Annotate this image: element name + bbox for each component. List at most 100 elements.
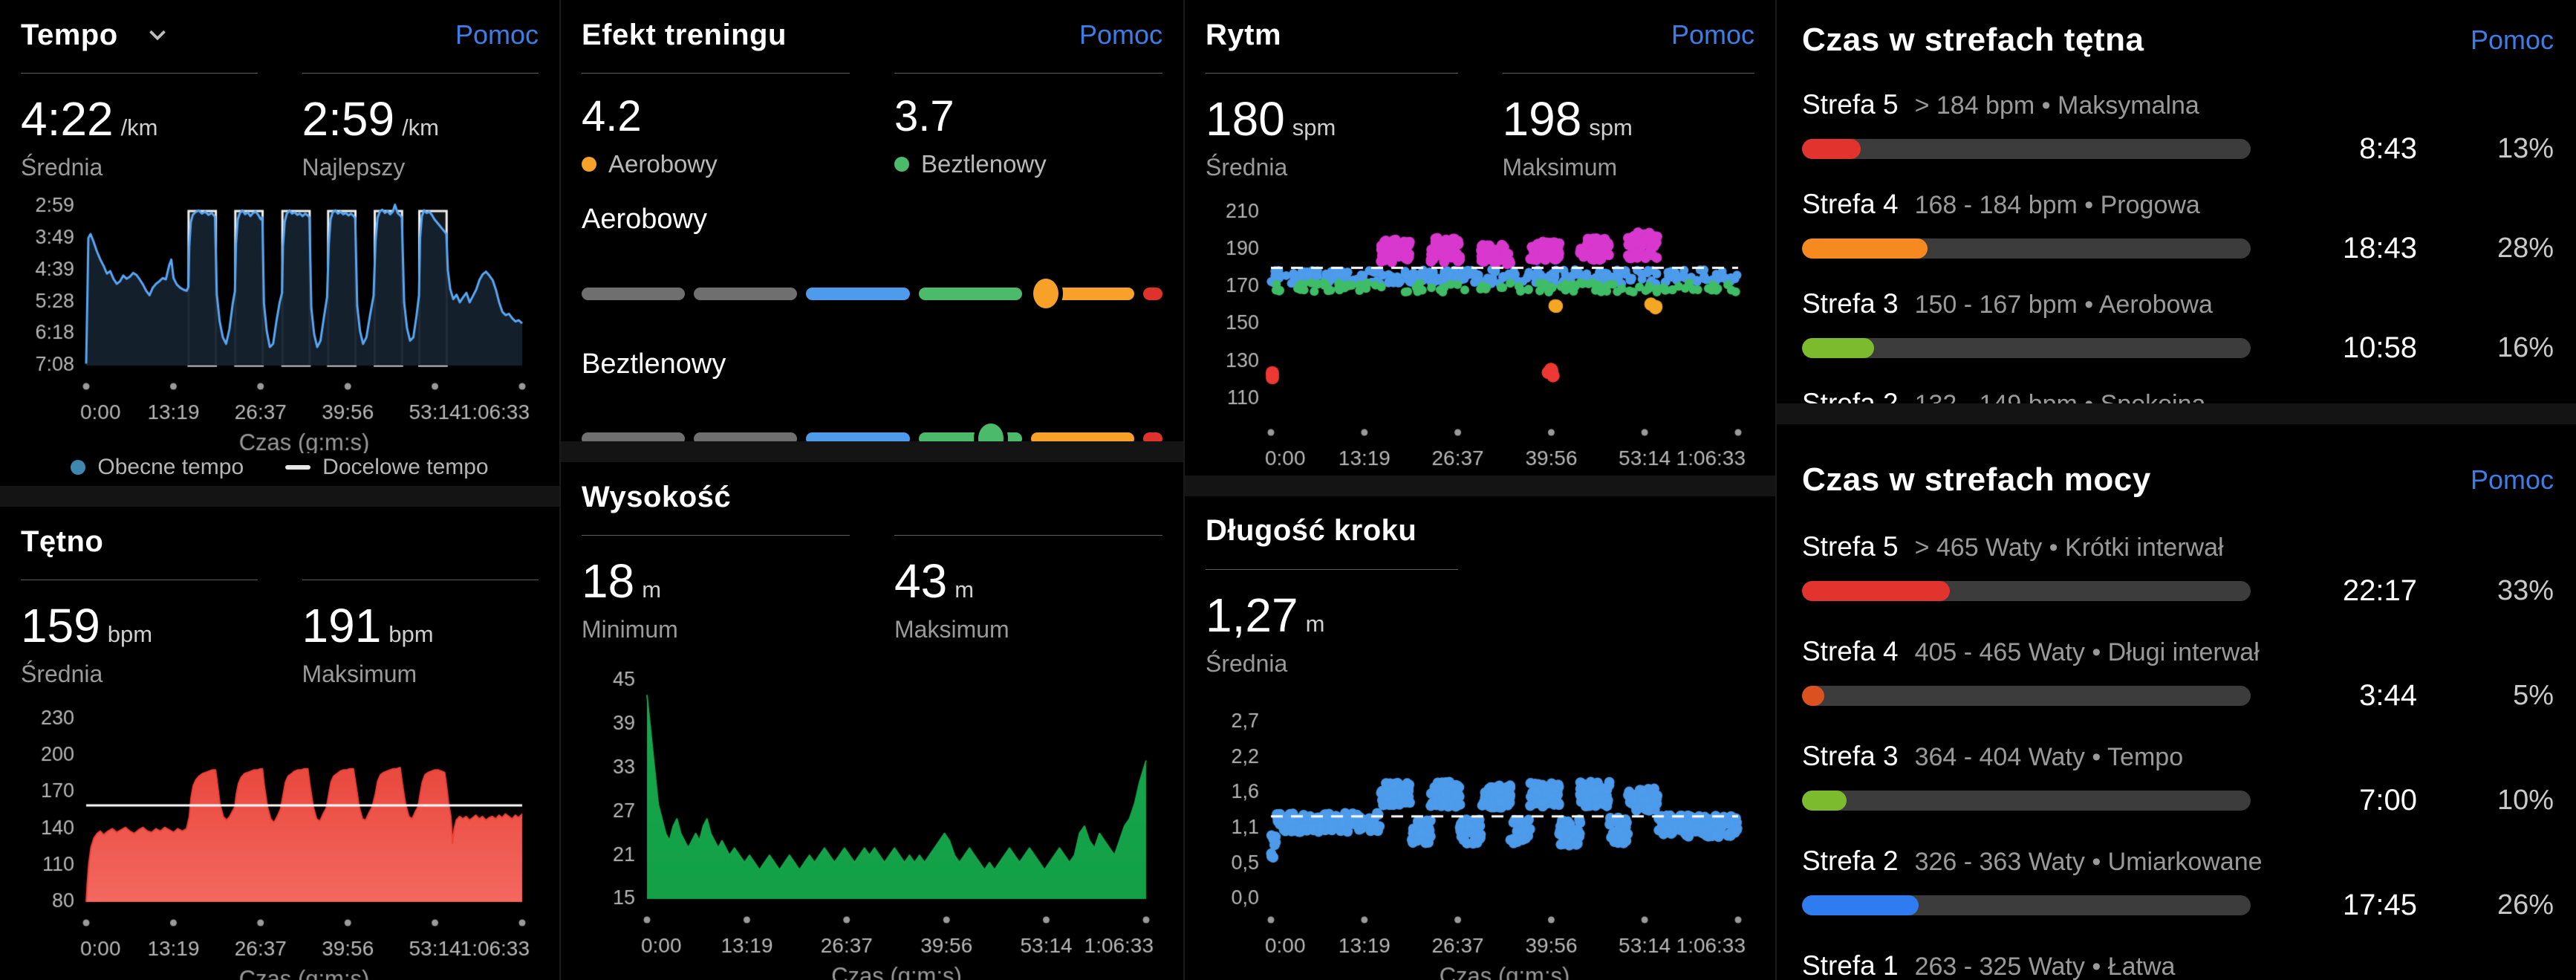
zone-name: Strefa 3	[1802, 288, 1899, 319]
zone-bar-fill	[1802, 580, 1951, 601]
hr-avg-unit: bpm	[107, 621, 153, 648]
anaerobic-scale-track	[582, 419, 1163, 442]
pace-panel-title: Tempo	[21, 18, 118, 51]
zone-name: Strefa 2	[1802, 388, 1899, 403]
pace-best-stat: 2:59/km Najlepszy	[302, 73, 539, 181]
cadence-panel: Rytm Pomoc 180 spm Średnia 198 spm Maksimu…	[1185, 0, 1775, 476]
zone-row: Strefa 3 150 - 167 bpm • Aerobowa 10:58 16%	[1802, 288, 2554, 365]
power-zones-list: Strefa 5 > 465 Waty • Krótki interwał 22:1…	[1802, 531, 2554, 980]
hr-max-unit: bpm	[388, 621, 434, 648]
power-zones-panel: Czas w strefach mocy Pomoc Strefa 5 > 465…	[1777, 424, 2576, 980]
pace-legend: Obecne tempo Docelowe tempo	[21, 455, 539, 480]
zone-time: 22:17	[2342, 574, 2417, 607]
zone-bar-track	[1802, 338, 2251, 358]
zone-percent: 16%	[2497, 332, 2554, 363]
aerobic-scale-section: Aerobowy	[582, 204, 1163, 313]
elevation-min-label: Minimum	[582, 616, 678, 643]
cadence-avg-stat: 180 spm Średnia	[1206, 73, 1458, 181]
cadence-max-stat: 198 spm Maksimum	[1502, 73, 1754, 181]
cadence-max-label: Maksimum	[1502, 154, 1618, 181]
pace-avg-stat: 4:22/km Średnia	[21, 73, 258, 181]
training-effect-help-link[interactable]: Pomoc	[1079, 19, 1162, 50]
power-zones-help-link[interactable]: Pomoc	[2470, 464, 2554, 495]
current-pace-legend-dot	[71, 460, 86, 475]
zone-bar-track	[1802, 895, 2251, 915]
cadence-chart[interactable]	[1206, 190, 1754, 476]
anaerobic-scale-section: Beztlenowy	[582, 348, 1163, 442]
te-scale-segment	[806, 287, 910, 300]
anaerobic-label: Beztlenowy	[921, 150, 1047, 178]
zone-time: 3:44	[2359, 678, 2417, 712]
stride-avg-stat: 1,27 m Średnia	[1206, 568, 1458, 678]
heart-rate-panel-title: Tętno	[21, 525, 104, 558]
hr-zones-help-link[interactable]: Pomoc	[2470, 25, 2554, 55]
cadence-help-link[interactable]: Pomoc	[1671, 19, 1754, 50]
te-scale-max-cap	[1143, 287, 1163, 300]
zone-range: > 184 bpm • Maksymalna	[1914, 91, 2199, 120]
training-effect-panel: Efekt treningu Pomoc 4.2 Aerobowy 3.7 Be…	[561, 0, 1183, 442]
pace-best-value: 2:59	[302, 92, 395, 146]
zone-row: Strefa 4 405 - 465 Waty • Długi interwał 3…	[1802, 636, 2554, 713]
chevron-down-icon[interactable]	[143, 21, 172, 49]
zone-percent: 26%	[2497, 889, 2554, 921]
elevation-max-stat: 43 m Maksimum	[894, 535, 1162, 643]
zone-row: Strefa 2 326 - 363 Waty • Umiarkowane 17:4…	[1802, 846, 2554, 922]
hr-avg-value: 159	[21, 599, 100, 653]
heart-rate-chart[interactable]	[21, 698, 539, 980]
te-scale-segment	[918, 287, 1022, 300]
pace-chart[interactable]	[21, 192, 539, 453]
cadence-max-value: 198	[1502, 92, 1582, 146]
zone-percent: 5%	[2513, 679, 2554, 711]
pace-best-unit: /km	[402, 114, 439, 140]
hr-max-value: 191	[302, 599, 382, 653]
cadence-max-unit: spm	[1589, 114, 1633, 140]
pace-help-link[interactable]: Pomoc	[455, 19, 539, 50]
zone-range: > 465 Waty • Krótki interwał	[1914, 533, 2224, 562]
stride-chart[interactable]	[1206, 687, 1754, 980]
zone-time: 8:43	[2359, 132, 2417, 165]
elevation-max-value: 43	[894, 554, 948, 609]
pace-avg-value: 4:22	[21, 92, 114, 146]
current-pace-legend-label: Obecne tempo	[97, 455, 244, 479]
panel-divider	[0, 486, 559, 507]
cadence-avg-value: 180	[1206, 92, 1285, 146]
target-pace-legend-dash	[285, 465, 311, 470]
zone-range: 132 - 149 bpm • Spokojna	[1915, 390, 2206, 403]
te-value-marker	[973, 419, 1008, 442]
te-scale-segment	[582, 432, 686, 442]
te-scale-segment	[694, 432, 798, 442]
pace-best-label: Najlepszy	[302, 154, 406, 181]
panel-divider	[1185, 475, 1775, 496]
te-scale-max-cap	[1143, 432, 1163, 442]
zone-bar-fill	[1802, 790, 1847, 811]
zone-percent: 13%	[2497, 133, 2554, 164]
cadence-panel-title: Rytm	[1206, 18, 1282, 51]
zone-row: Strefa 3 364 - 404 Waty • Tempo 7:00 10%	[1802, 741, 2554, 817]
elevation-max-label: Maksimum	[894, 616, 1009, 643]
stride-panel: Długość kroku 1,27 m Średnia	[1185, 496, 1775, 980]
panel-divider	[561, 441, 1183, 463]
zone-percent: 10%	[2497, 784, 2554, 816]
zone-name: Strefa 4	[1802, 189, 1899, 219]
aerobic-scale-title: Aerobowy	[582, 204, 707, 235]
zone-row: Strefa 4 168 - 184 bpm • Progowa 18:43 28%	[1802, 189, 2554, 265]
aerobic-dot-icon	[582, 157, 596, 172]
zone-bar-fill	[1802, 139, 1861, 159]
elevation-min-value: 18	[582, 554, 635, 609]
zone-range: 168 - 184 bpm • Progowa	[1914, 191, 2200, 219]
stride-panel-title: Długość kroku	[1206, 514, 1417, 548]
te-scale-segment	[1030, 432, 1135, 442]
cadence-avg-unit: spm	[1292, 114, 1336, 140]
zone-bar-track	[1802, 139, 2251, 159]
elevation-chart[interactable]	[582, 655, 1162, 980]
zone-bar-track	[1802, 790, 2251, 811]
zone-range: 364 - 404 Waty • Tempo	[1914, 742, 2184, 771]
elevation-panel: Wysokość 18 m Minimum 43 m Maksimum	[561, 462, 1183, 980]
zone-row: Strefa 5 > 465 Waty • Krótki interwał 22:1…	[1802, 531, 2554, 608]
elevation-panel-title: Wysokość	[582, 480, 732, 513]
zone-time: 18:43	[2342, 232, 2417, 265]
column-te-elevation: Efekt treningu Pomoc 4.2 Aerobowy 3.7 Be…	[559, 0, 1183, 980]
anaerobic-dot-icon	[894, 157, 909, 172]
